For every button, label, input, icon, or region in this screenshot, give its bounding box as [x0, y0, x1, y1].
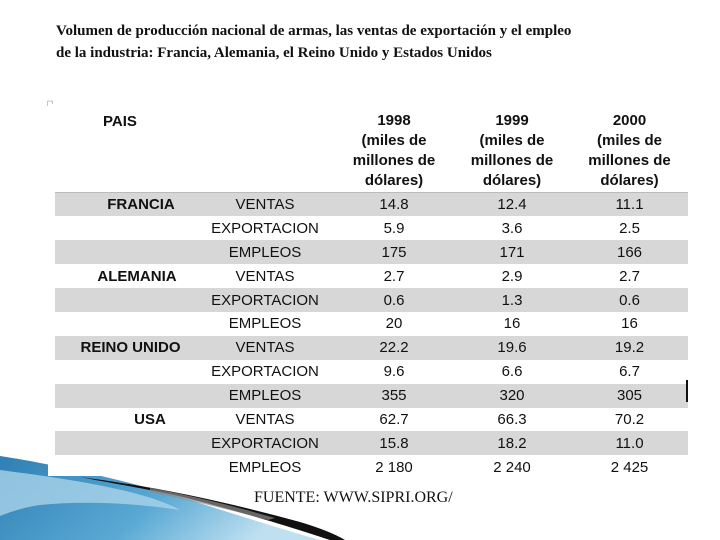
- value-1999: 12.4: [453, 192, 571, 217]
- value-1998: 0.6: [383, 291, 405, 309]
- header-year: 2000: [612, 112, 647, 129]
- source-note: FUENTE: WWW.SIPRI.ORG/: [254, 489, 453, 506]
- country-cell: [55, 288, 195, 312]
- value-1998: 2 180: [375, 458, 413, 476]
- value-2000: 11.0: [615, 434, 644, 452]
- metric-cell: VENTAS: [235, 339, 295, 357]
- country-cell: REINO UNIDO: [80, 339, 181, 357]
- value-1999: 3.6: [501, 219, 523, 237]
- value-1998: 22.2: [379, 339, 409, 357]
- header-unit-line: (miles de: [361, 132, 427, 149]
- value-1998: 5.9: [383, 219, 405, 237]
- header-2000: 2000 (miles de millones de dólares): [571, 110, 688, 193]
- value-1998: 20: [385, 315, 403, 333]
- table-row: USA VENTAS 62.7 66.3 70.2: [55, 408, 688, 432]
- value-2000: 2.7: [619, 267, 640, 285]
- country-cell: [55, 431, 195, 455]
- header-year: 1998: [377, 112, 411, 129]
- header-unit-line: millones de: [588, 152, 671, 169]
- value-1999: 1.3: [501, 291, 523, 309]
- value-1998: 62.7: [379, 410, 409, 428]
- country-cell: [55, 216, 195, 240]
- value-2000: 16: [621, 315, 638, 333]
- metric-cell: VENTAS: [235, 267, 295, 285]
- metric-cell: EXPORTACION: [211, 363, 319, 381]
- value-1998: 2.7: [383, 267, 405, 285]
- value-1999: 6.6: [501, 363, 523, 381]
- header-unit-line: (miles de: [596, 132, 663, 149]
- metric-cell: EXPORTACION: [211, 434, 319, 452]
- table-row: EXPORTACION 15.8 18.2 11.0: [55, 431, 688, 456]
- country-cell: [55, 360, 195, 384]
- country-cell: USA: [134, 410, 166, 428]
- header-unit-line: millones de: [352, 152, 436, 169]
- value-2000: 0.6: [619, 291, 640, 309]
- header-unit-line: dólares): [482, 172, 542, 189]
- value-1999: 66.3: [497, 410, 527, 428]
- metric-cell: EMPLEOS: [228, 458, 302, 476]
- value-1998: 175: [381, 243, 407, 261]
- metric-cell: EMPLEOS: [228, 315, 302, 333]
- metric-cell: EMPLEOS: [228, 387, 302, 405]
- value-2000: 166: [616, 243, 643, 261]
- metric-cell: EXPORTACION: [211, 291, 319, 309]
- value-1999: 2.9: [501, 267, 523, 285]
- value-2000: 2.5: [619, 219, 640, 237]
- title-line-2: de la industria: Francia, Alemania, el R…: [56, 45, 492, 61]
- value-2000: 6.7: [619, 363, 640, 381]
- value-1998: 9.6: [383, 363, 405, 381]
- value-1999: 16: [503, 315, 521, 333]
- header-empty: [195, 110, 335, 193]
- metric-cell: VENTAS: [195, 192, 335, 217]
- country-cell: FRANCIA: [55, 192, 195, 217]
- country-cell: [55, 455, 195, 479]
- table-row: EMPLEOS 175 171 166: [55, 240, 688, 265]
- table-row: EXPORTACION 9.6 6.6 6.7: [55, 360, 688, 384]
- value-1998: 14.8: [335, 192, 453, 217]
- value-2000: 70.2: [614, 410, 645, 428]
- value-2000: 11.1: [571, 192, 688, 217]
- table-row: EXPORTACION 5.9 3.6 2.5: [55, 216, 688, 240]
- header-unit-line: dólares): [364, 172, 424, 189]
- header-1998: 1998 (miles de millones de dólares): [335, 110, 453, 193]
- value-1999: 320: [499, 387, 525, 405]
- value-2000: 19.2: [614, 339, 645, 357]
- value-1998: 15.8: [379, 434, 409, 452]
- header-unit-line: (miles de: [479, 132, 545, 149]
- country-cell: [55, 312, 195, 336]
- value-1999: 171: [499, 243, 525, 261]
- country-cell: [55, 384, 195, 408]
- table-row: REINO UNIDO VENTAS 22.2 19.6 19.2: [55, 335, 688, 360]
- metric-cell: EMPLEOS: [228, 243, 302, 261]
- country-cell: ALEMANIA: [97, 267, 177, 285]
- header-pais: PAIS: [103, 113, 137, 130]
- table-row: FRANCIA VENTAS 14.8 12.4 11.1: [55, 192, 688, 217]
- header-unit-line: millones de: [470, 152, 554, 169]
- table-row: EXPORTACION 0.6 1.3 0.6: [55, 288, 688, 312]
- data-table: PAIS 1998 (miles de millones de dólares)…: [55, 110, 688, 479]
- value-1999: 2 240: [493, 458, 531, 476]
- value-2000: 305: [616, 387, 643, 405]
- table-row: EMPLEOS 355 320 305: [55, 383, 688, 408]
- page-title: Volumen de producción nacional de armas,…: [56, 20, 696, 64]
- metric-cell: VENTAS: [235, 410, 295, 428]
- table-row: ALEMANIA VENTAS 2.7 2.9 2.7: [55, 264, 688, 288]
- value-2000: 2 425: [610, 458, 649, 476]
- header-unit-line: dólares): [600, 172, 659, 189]
- value-1999: 19.6: [497, 339, 527, 357]
- value-1999: 18.2: [497, 434, 527, 452]
- table-row: EMPLEOS 2 180 2 240 2 425: [55, 455, 688, 479]
- metric-cell: EXPORTACION: [211, 219, 319, 237]
- vertical-divider: [686, 380, 688, 402]
- title-line-1: Volumen de producción nacional de armas,…: [56, 23, 572, 39]
- table-header-row: PAIS 1998 (miles de millones de dólares)…: [55, 110, 688, 193]
- header-1999: 1999 (miles de millones de dólares): [453, 110, 571, 193]
- table-background: [48, 104, 690, 476]
- value-1998: 355: [381, 387, 407, 405]
- table-row: EMPLEOS 20 16 16: [55, 312, 688, 336]
- country-cell: [55, 240, 195, 264]
- header-year: 1999: [495, 112, 529, 129]
